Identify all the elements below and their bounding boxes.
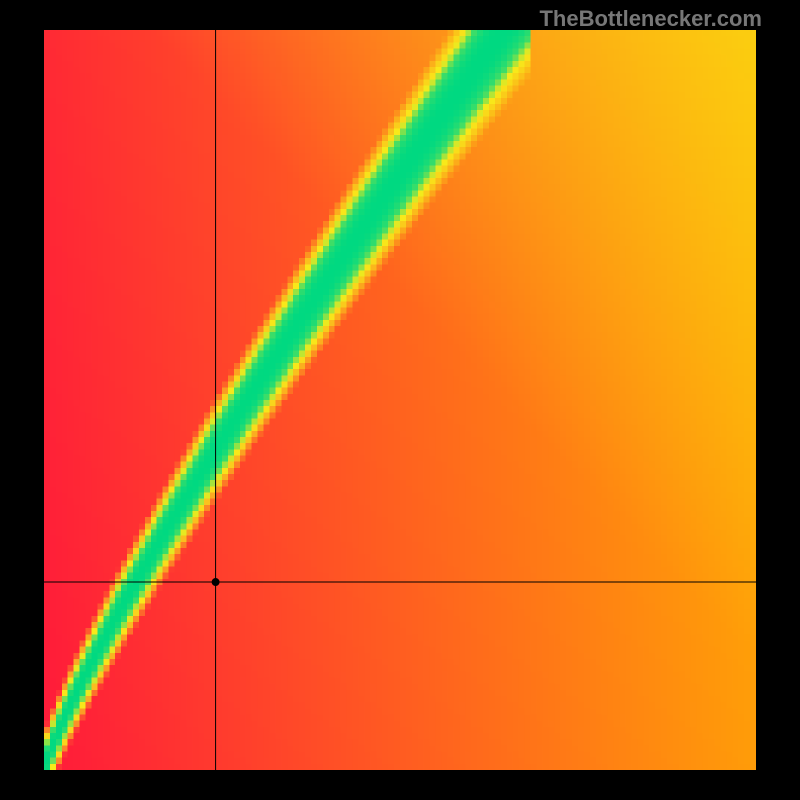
watermark-text: TheBottlenecker.com — [539, 6, 762, 32]
chart-container: TheBottlenecker.com — [0, 0, 800, 800]
bottleneck-heatmap — [44, 30, 756, 770]
